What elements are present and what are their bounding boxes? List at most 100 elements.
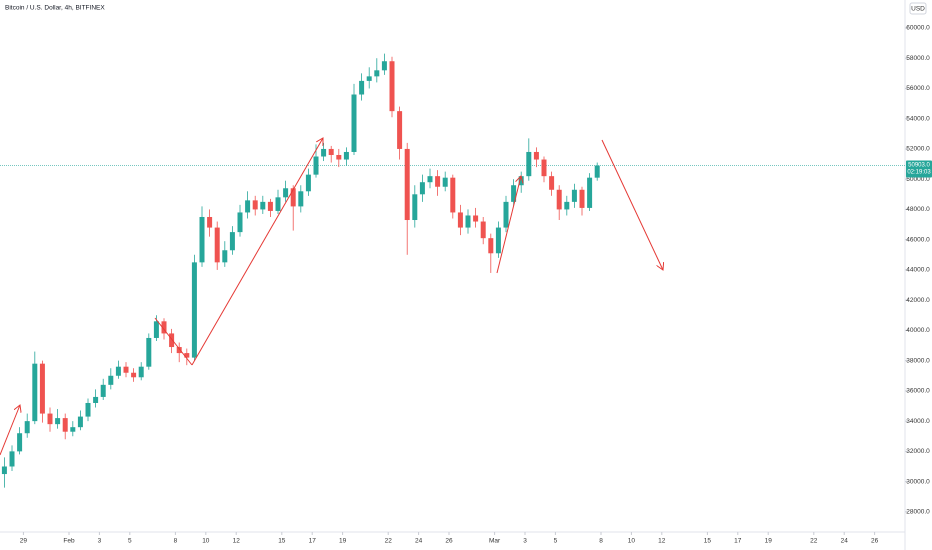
x-tick-label: 17 <box>309 538 317 545</box>
candle-body <box>381 61 387 71</box>
candle-body <box>1 466 7 475</box>
x-tick-label: 3 <box>523 538 527 545</box>
x-tick-label: 19 <box>765 538 773 545</box>
candle-body <box>93 396 99 403</box>
candle-body <box>131 372 137 378</box>
candle-body <box>579 189 585 208</box>
candle-body <box>176 347 182 354</box>
candle-body <box>9 451 15 467</box>
last-price-tag <box>906 160 932 178</box>
x-tick-label: Feb <box>63 538 75 545</box>
candle-body <box>47 413 53 425</box>
arrow <box>601 139 663 270</box>
candle-body <box>587 177 593 208</box>
candle-body <box>237 212 243 233</box>
candle-body <box>161 321 167 334</box>
arrow <box>154 317 193 366</box>
arrow <box>496 176 521 274</box>
candle-body <box>100 384 106 397</box>
y-tick-label: 30000.0 <box>906 478 930 485</box>
candle-body <box>374 70 380 77</box>
candle-body <box>207 216 213 228</box>
candle-body <box>450 177 456 213</box>
candle-body <box>199 216 205 263</box>
candle-body <box>305 174 311 192</box>
y-tick-label: 52000.0 <box>906 146 930 153</box>
candle-body <box>275 197 281 211</box>
y-tick-label: 46000.0 <box>906 236 930 243</box>
x-tick-label: 15 <box>704 538 712 545</box>
candle-body <box>564 201 570 210</box>
candle-body <box>389 61 395 112</box>
candle-body <box>62 418 68 432</box>
y-tick-label: 38000.0 <box>906 357 930 364</box>
candle-body <box>146 337 152 367</box>
candle-body <box>290 188 296 207</box>
x-tick-label: 12 <box>233 538 241 545</box>
y-tick-label: 36000.0 <box>906 388 930 395</box>
currency-box[interactable] <box>909 2 927 15</box>
x-tick-label: 22 <box>385 538 393 545</box>
candle-body <box>549 176 555 190</box>
candle-body <box>283 188 289 198</box>
candle-body <box>594 165 600 178</box>
y-tick-label: 56000.0 <box>906 85 930 92</box>
candle-body <box>526 151 532 177</box>
x-tick-label: 26 <box>445 538 453 545</box>
candle-body <box>229 232 235 251</box>
x-tick-label: Mar <box>489 538 501 545</box>
x-tick-label: 15 <box>278 538 286 545</box>
candle-body <box>77 416 83 428</box>
candle-body <box>39 363 45 414</box>
candle-body <box>321 148 327 157</box>
candle-body <box>222 250 228 263</box>
candle-body <box>267 201 273 211</box>
candle-body <box>480 221 486 239</box>
candle-body <box>32 363 38 422</box>
x-tick-label: 10 <box>202 538 210 545</box>
candle-body <box>419 182 425 195</box>
candle-body <box>184 353 190 358</box>
candle-body <box>366 76 372 81</box>
arrow <box>0 405 20 456</box>
y-tick-label: 44000.0 <box>906 267 930 274</box>
y-tick-label: 58000.0 <box>906 55 930 62</box>
candle-body <box>313 156 319 175</box>
candle-body <box>511 185 517 202</box>
candle-body <box>17 433 23 452</box>
y-tick-label: 32000.0 <box>906 448 930 455</box>
plot <box>0 53 905 488</box>
candle-body <box>556 189 562 210</box>
candle-body <box>108 375 114 385</box>
candle-body <box>397 111 403 149</box>
x-tick-label: 5 <box>554 538 558 545</box>
x-tick-label: 24 <box>841 538 849 545</box>
candle-body <box>245 200 251 213</box>
candle-body <box>252 200 258 210</box>
x-tick-label: 5 <box>128 538 132 545</box>
candle-body <box>495 227 501 254</box>
candle-body <box>442 177 448 187</box>
x-tick-label: 8 <box>174 538 178 545</box>
candle-body <box>533 151 539 160</box>
x-tick-label: 8 <box>599 538 603 545</box>
candle-body <box>457 212 463 228</box>
last-price-label: 50903.0 <box>908 163 930 169</box>
candle-body <box>298 191 304 207</box>
y-tick-label: 40000.0 <box>906 327 930 334</box>
candle-body <box>138 366 144 378</box>
candle-body <box>351 94 357 152</box>
x-tick-label: 17 <box>734 538 742 545</box>
candle-body <box>214 227 220 263</box>
candle-body <box>488 238 494 254</box>
candle-body <box>191 262 197 358</box>
candle-body <box>359 80 365 95</box>
x-tick-label: 10 <box>628 538 636 545</box>
candle-body <box>404 148 410 221</box>
candle-body <box>503 201 509 228</box>
candle-body <box>24 421 30 434</box>
arrow <box>191 138 323 366</box>
candle-body <box>153 321 159 338</box>
candle-body <box>85 402 91 417</box>
